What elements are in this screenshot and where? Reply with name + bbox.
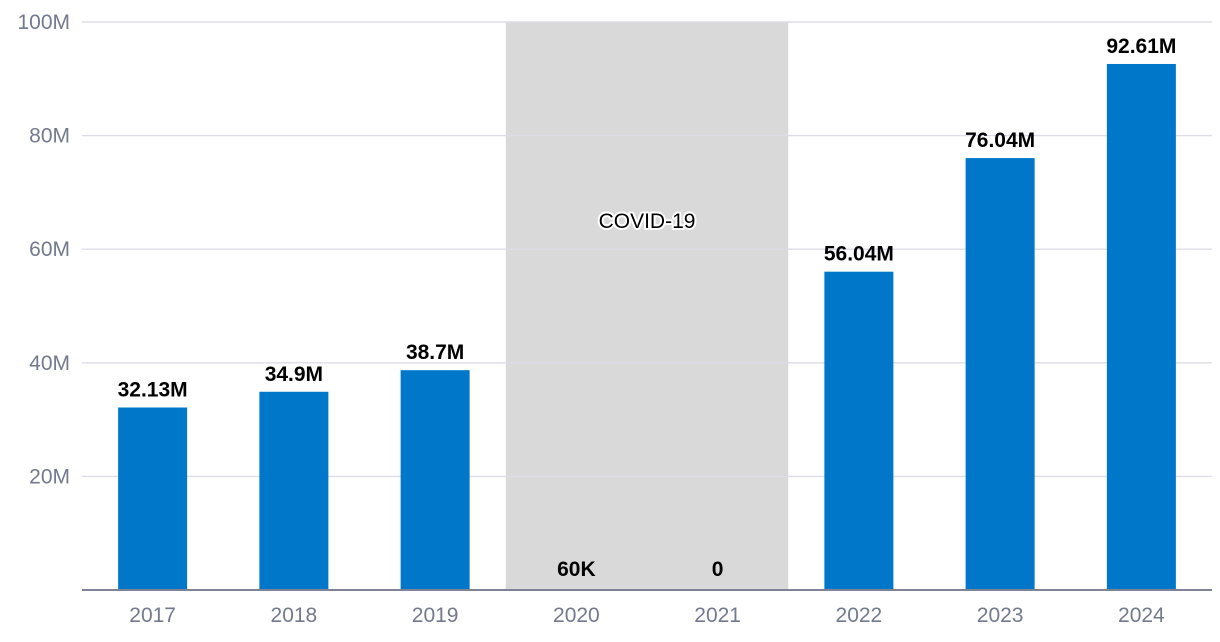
data-label-2023: 76.04M bbox=[965, 129, 1035, 152]
x-tick-label-2024: 2024 bbox=[1118, 604, 1165, 627]
bars bbox=[118, 63, 1176, 590]
x-tick-label-2020: 2020 bbox=[553, 604, 600, 627]
bar-2022 bbox=[824, 271, 894, 590]
data-label-2019: 38.7M bbox=[406, 341, 464, 364]
x-tick-label-2018: 2018 bbox=[271, 604, 318, 627]
x-tick-label-2019: 2019 bbox=[412, 604, 459, 627]
data-label-2020: 60K bbox=[557, 558, 596, 581]
x-axis-ticks: 2017 2018 2019 2020 2021 2022 2023 2024 bbox=[129, 604, 1165, 627]
x-tick-label-2017: 2017 bbox=[129, 604, 176, 627]
highlight-band-layer: COVID-19 bbox=[505, 22, 789, 590]
bar-2018 bbox=[259, 391, 329, 590]
data-label-2022: 56.04M bbox=[824, 243, 894, 266]
covid-band-label: COVID-19 bbox=[599, 210, 696, 233]
data-labels: 32.13M 34.9M 38.7M 60K 0 56.04M 76.04M 92.61M bbox=[118, 35, 1177, 581]
y-axis-ticks: 20M 40M 60M 80M 100M bbox=[17, 11, 70, 488]
data-label-2024: 92.61M bbox=[1106, 35, 1176, 58]
data-label-2018: 34.9M bbox=[265, 363, 323, 386]
bar-2024 bbox=[1106, 63, 1176, 590]
covid-band bbox=[505, 22, 789, 590]
x-tick-label-2022: 2022 bbox=[836, 604, 883, 627]
data-label-2017: 32.13M bbox=[118, 379, 188, 402]
y-tick-label: 40M bbox=[29, 352, 70, 375]
data-label-2021: 0 bbox=[712, 558, 724, 581]
bar-2017 bbox=[118, 407, 188, 590]
y-tick-label: 80M bbox=[29, 125, 70, 148]
x-tick-label-2021: 2021 bbox=[694, 604, 741, 627]
bar-2019 bbox=[400, 370, 470, 590]
y-tick-label: 60M bbox=[29, 238, 70, 261]
y-tick-label: 20M bbox=[29, 465, 70, 488]
y-tick-label: 100M bbox=[17, 11, 70, 34]
bar-2023 bbox=[965, 158, 1035, 590]
x-tick-label-2023: 2023 bbox=[977, 604, 1024, 627]
